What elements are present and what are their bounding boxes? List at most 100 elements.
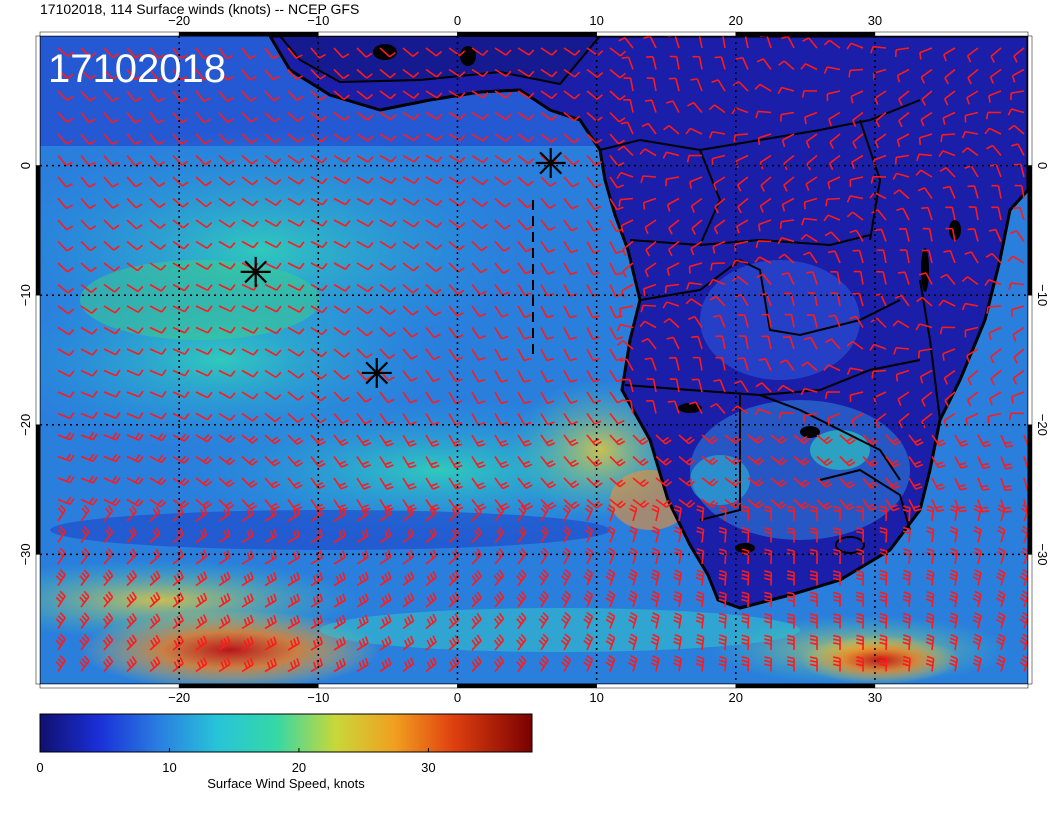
- wind-barb: [471, 656, 482, 673]
- wind-barb: [563, 176, 580, 188]
- wind-barb: [1000, 434, 1014, 448]
- wind-barb: [126, 68, 142, 81]
- wind-barb: [851, 111, 864, 128]
- wind-barb: [218, 47, 234, 60]
- wind-barb: [126, 390, 144, 398]
- wind-barb: [310, 477, 326, 490]
- wind-barb: [471, 434, 486, 447]
- left-scale-segment: [35, 35, 41, 166]
- wind-barb: [425, 111, 443, 120]
- wind-barb: [560, 568, 571, 586]
- wind-barb: [668, 219, 680, 235]
- wind-barb: [195, 111, 211, 124]
- wind-barb: [778, 253, 795, 264]
- wind-barb: [264, 657, 277, 673]
- wind-barb: [79, 569, 90, 586]
- wind-barb: [879, 612, 888, 629]
- wind-barb: [471, 68, 489, 78]
- wind-barb: [264, 111, 281, 123]
- wind-barb: [827, 412, 841, 426]
- wind-barb: [493, 634, 505, 651]
- wind-barb: [494, 526, 505, 544]
- wind-barb: [80, 47, 97, 58]
- wind-barb: [644, 262, 657, 278]
- wind-barb: [586, 262, 600, 276]
- wind-barb: [425, 176, 443, 185]
- wind-barb: [402, 657, 415, 673]
- wind-barb: [379, 614, 392, 630]
- wind-barb: [57, 504, 66, 522]
- wind-barb: [333, 240, 351, 249]
- top-lon-tick-label: 30: [868, 13, 882, 28]
- wind-barb: [126, 133, 142, 145]
- wind-barb: [708, 130, 726, 139]
- wind-barb: [764, 505, 773, 522]
- wind-barb: [718, 612, 727, 629]
- date-stamp: 17102018: [48, 47, 226, 91]
- wind-barb: [758, 357, 772, 371]
- wind-barb: [665, 100, 680, 113]
- wind-barb: [448, 477, 463, 490]
- wind-barb: [764, 591, 773, 608]
- bottom-scale-segment: [735, 683, 876, 689]
- wind-barb: [609, 391, 625, 404]
- wind-barb: [731, 259, 749, 267]
- wind-barb: [756, 273, 772, 285]
- wind-barb: [241, 348, 259, 356]
- wind-barb: [333, 456, 349, 468]
- wind-barb: [471, 240, 488, 252]
- wind-barb: [816, 434, 833, 445]
- wind-barb: [708, 104, 726, 114]
- wind-barb: [944, 391, 956, 407]
- wind-barb: [517, 47, 535, 56]
- wind-barb: [871, 369, 887, 379]
- wind-barb: [333, 477, 349, 490]
- star-markers: [240, 148, 566, 388]
- wind-barb: [172, 498, 190, 509]
- wind-barb: [195, 90, 211, 103]
- wind-barb: [425, 326, 441, 339]
- top-lon-tick-label: 0: [454, 13, 461, 28]
- wind-barb: [172, 635, 184, 651]
- wind-barb: [218, 348, 236, 356]
- wind-barb: [986, 305, 1002, 314]
- wind-barb: [517, 111, 535, 121]
- wind-barb: [996, 590, 1006, 608]
- wind-barb: [920, 206, 933, 221]
- wind-barb: [856, 505, 865, 522]
- wind-barb: [662, 151, 680, 159]
- wind-barb: [964, 111, 979, 123]
- wind-barb: [563, 284, 578, 297]
- wind-barb: [287, 326, 305, 335]
- wind-barb: [805, 176, 818, 191]
- wind-barb: [103, 432, 121, 441]
- wind-barb: [686, 282, 703, 290]
- wind-barb: [586, 413, 602, 425]
- wind-barb: [784, 313, 795, 328]
- wind-barb: [973, 504, 982, 522]
- wind-barb: [862, 455, 879, 467]
- wind-barb: [126, 369, 144, 377]
- wind-barb: [949, 633, 959, 651]
- wind-barb: [149, 477, 167, 486]
- wind-barb: [1008, 412, 1025, 421]
- wind-barb: [425, 305, 442, 317]
- wind-barb: [997, 525, 1006, 543]
- wind-barb: [402, 528, 415, 544]
- wind-barb: [448, 90, 466, 99]
- wind-barb: [287, 477, 303, 489]
- wind-barb: [379, 456, 394, 469]
- wind-barb: [264, 593, 277, 608]
- wind-barb: [471, 548, 482, 565]
- wind-barb: [80, 111, 96, 124]
- figure-title: 17102018, 114 Surface winds (knots) -- N…: [40, 1, 359, 17]
- wind-barb: [126, 47, 143, 59]
- wind-barb: [379, 283, 397, 293]
- wind-barb: [926, 505, 935, 522]
- wind-barb: [856, 613, 865, 629]
- wind-barb: [605, 633, 616, 651]
- wind-barb: [967, 228, 979, 242]
- wind-barb: [804, 111, 818, 125]
- wind-barb: [241, 507, 254, 522]
- wind-barb: [80, 326, 98, 335]
